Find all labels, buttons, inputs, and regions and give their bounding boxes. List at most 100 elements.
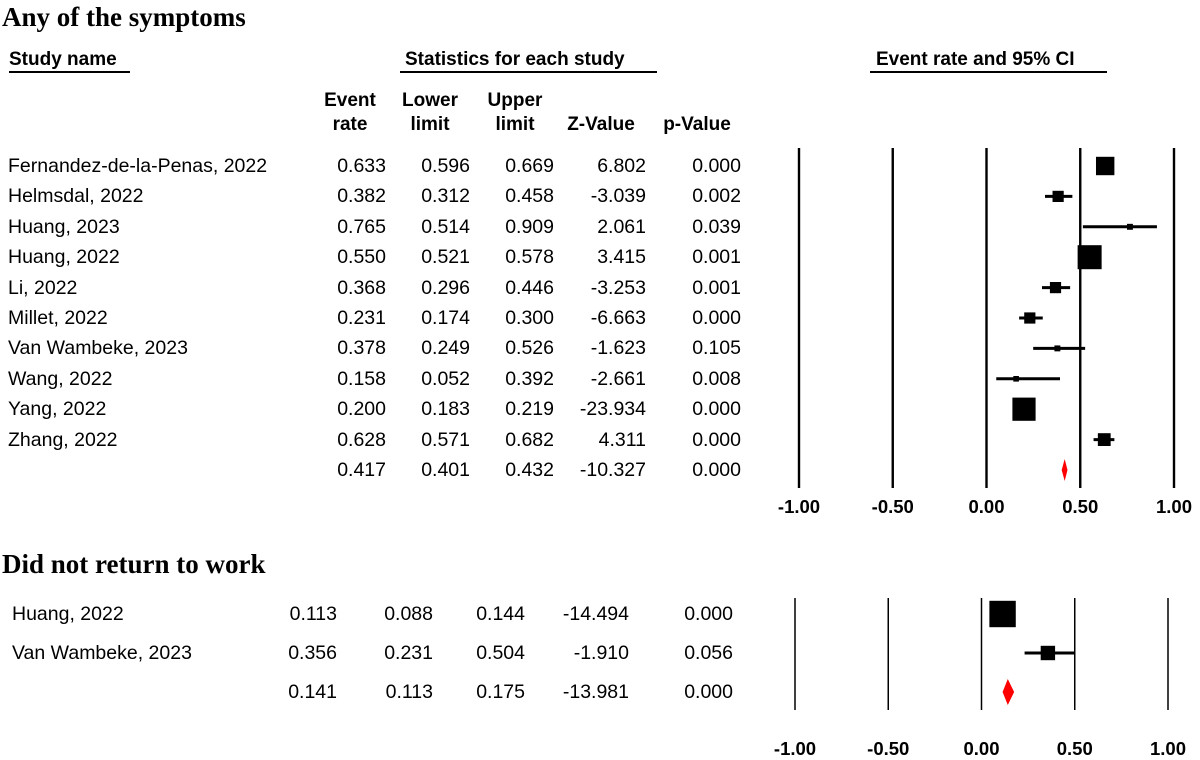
study-study-cell: Zhang, 2022 <box>8 428 118 451</box>
study-study-cell: Helmsdal, 2022 <box>8 185 144 208</box>
study-z-cell: -3.039 <box>590 185 646 208</box>
study-p-cell: 0.039 <box>692 215 741 238</box>
study-event-rate-cell: 0.633 <box>337 155 386 177</box>
x-tick-label: -0.50 <box>871 496 914 517</box>
statistics-underline <box>400 71 657 73</box>
study-lower-cell: 0.521 <box>421 246 470 269</box>
study-z-cell: -1.623 <box>590 337 646 360</box>
study-upper-cell: 0.909 <box>505 215 554 238</box>
study-name-header: Study name <box>9 49 117 70</box>
study-z-cell: -14.494 <box>562 603 629 625</box>
pooled-lower-cell: 0.401 <box>421 459 470 481</box>
study-upper-cell: 0.504 <box>476 642 525 664</box>
study-z-cell: 3.415 <box>597 246 646 269</box>
study-p-cell: 0.056 <box>684 642 733 664</box>
study-p-cell: 0.000 <box>684 603 733 625</box>
study-z-cell: -3.253 <box>590 276 646 299</box>
x-tick-label: 0.50 <box>1062 496 1099 517</box>
study-p-cell: 0.001 <box>692 276 741 299</box>
study-study-cell: Li, 2022 <box>8 276 78 299</box>
study-upper-cell: 0.682 <box>505 428 554 451</box>
study-z-cell: -1.910 <box>573 642 629 664</box>
study-lower-cell: 0.514 <box>421 215 470 238</box>
study-study-cell: Van Wambeke, 2023 <box>8 337 188 360</box>
x-tick-label: -0.50 <box>867 738 910 759</box>
study-event-rate-cell: 0.378 <box>337 337 386 360</box>
study-event-rate-cell: 0.382 <box>337 185 386 208</box>
pooled-p-cell: 0.000 <box>684 681 733 703</box>
study-lower-cell: 0.249 <box>421 337 470 360</box>
col-header-upper-limit: Upper limit <box>487 90 543 135</box>
study-upper-cell: 0.526 <box>505 337 554 360</box>
pooled-z-cell: -10.327 <box>579 459 646 481</box>
study-study-cell: Yang, 2022 <box>8 398 107 421</box>
study-p-cell: 0.008 <box>692 367 741 390</box>
statistics-header: Statistics for each study <box>405 49 625 70</box>
study-p-cell: 0.000 <box>692 307 741 329</box>
study-z-cell: 2.061 <box>597 215 646 238</box>
study-study-cell: Huang, 2022 <box>12 603 124 625</box>
study-event-rate-cell: 0.200 <box>337 398 386 421</box>
study-p-cell: 0.002 <box>692 185 741 208</box>
study-point-marker <box>1013 376 1019 382</box>
study-lower-cell: 0.174 <box>421 307 470 329</box>
x-tick-label: -1.00 <box>773 738 817 759</box>
panel1-title: Any of the symptoms <box>2 2 246 32</box>
study-upper-cell: 0.300 <box>505 307 554 329</box>
study-z-cell: -2.661 <box>590 367 646 390</box>
study-point-marker <box>1040 645 1056 661</box>
study-point-marker <box>1012 397 1036 421</box>
study-point-marker <box>1095 156 1115 176</box>
pooled-z-cell: -13.981 <box>562 681 629 703</box>
study-upper-cell: 0.578 <box>505 246 554 269</box>
study-upper-cell: 0.669 <box>505 155 554 177</box>
study-lower-cell: 0.231 <box>384 642 433 664</box>
study-event-rate-cell: 0.158 <box>337 367 386 390</box>
study-lower-cell: 0.052 <box>421 367 470 390</box>
study-upper-cell: 0.392 <box>505 367 554 390</box>
x-tick-label: 0.50 <box>1056 738 1093 759</box>
study-event-rate-cell: 0.550 <box>337 246 386 269</box>
study-p-cell: 0.001 <box>692 246 741 269</box>
study-point-marker <box>1054 345 1061 352</box>
study-p-cell: 0.000 <box>692 428 741 451</box>
pooled-lower-cell: 0.113 <box>385 681 433 703</box>
study-lower-cell: 0.088 <box>384 603 433 625</box>
study-event-rate-cell: 0.356 <box>288 642 337 664</box>
pooled-upper-cell: 0.175 <box>476 681 525 703</box>
study-z-cell: -23.934 <box>579 398 646 421</box>
pooled-event-rate-cell: 0.417 <box>337 459 386 481</box>
study-event-rate-cell: 0.628 <box>337 428 386 451</box>
study-study-cell: Van Wambeke, 2023 <box>12 642 192 664</box>
col-header-lower-limit: Lower limit <box>402 90 458 135</box>
study-point-marker <box>1024 312 1036 324</box>
study-p-cell: 0.105 <box>692 337 741 360</box>
col-header-event-rate: Event rate <box>324 90 376 135</box>
study-point-marker <box>989 600 1016 628</box>
study-p-cell: 0.000 <box>692 155 741 177</box>
study-lower-cell: 0.571 <box>421 428 470 451</box>
study-p-cell: 0.000 <box>692 398 741 421</box>
study-z-cell: 6.802 <box>597 155 646 177</box>
study-point-marker <box>1077 245 1102 270</box>
plot-header: Event rate and 95% CI <box>876 49 1075 70</box>
x-tick-label: 1.00 <box>1149 738 1187 759</box>
study-point-marker <box>1049 282 1062 294</box>
study-z-cell: 4.311 <box>598 428 646 451</box>
study-study-cell: Huang, 2022 <box>8 246 120 269</box>
study-upper-cell: 0.219 <box>505 398 554 421</box>
panel2-title: Did not return to work <box>2 549 266 579</box>
pooled-estimate-diamond <box>1061 459 1068 481</box>
col-header-z-value: Z-Value <box>567 114 635 135</box>
study-lower-cell: 0.312 <box>421 185 470 208</box>
x-tick-label: 0.00 <box>968 496 1005 517</box>
x-tick-label: 0.00 <box>963 738 1000 759</box>
study-event-rate-cell: 0.231 <box>337 307 386 329</box>
x-tick-label: -1.00 <box>777 496 821 517</box>
study-lower-cell: 0.596 <box>421 155 470 177</box>
study-point-marker <box>1052 190 1064 202</box>
pooled-upper-cell: 0.432 <box>505 459 554 481</box>
col-header-p-value: p-Value <box>663 114 731 135</box>
pooled-p-cell: 0.000 <box>692 459 741 481</box>
